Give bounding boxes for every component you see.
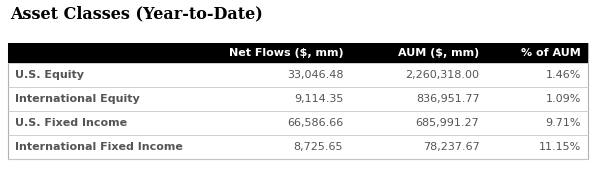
Text: AUM ($, mm): AUM ($, mm) (398, 48, 480, 58)
Text: Asset Classes (Year-to-Date): Asset Classes (Year-to-Date) (10, 5, 263, 22)
Text: 11.15%: 11.15% (539, 142, 581, 152)
Text: 33,046.48: 33,046.48 (287, 70, 343, 80)
Text: 1.09%: 1.09% (545, 94, 581, 104)
Text: International Fixed Income: International Fixed Income (15, 142, 183, 152)
Text: International Equity: International Equity (15, 94, 139, 104)
Text: 1.46%: 1.46% (545, 70, 581, 80)
Text: 2,260,318.00: 2,260,318.00 (405, 70, 480, 80)
Text: U.S. Fixed Income: U.S. Fixed Income (15, 118, 127, 128)
Bar (8, 43, 588, 63)
Bar (8, 43, 588, 159)
Text: 8,725.65: 8,725.65 (294, 142, 343, 152)
Text: 78,237.67: 78,237.67 (423, 142, 480, 152)
Text: Net Flows ($, mm): Net Flows ($, mm) (229, 48, 343, 58)
Text: % of AUM: % of AUM (522, 48, 581, 58)
Text: 836,951.77: 836,951.77 (416, 94, 480, 104)
Text: U.S. Equity: U.S. Equity (15, 70, 84, 80)
Text: 9.71%: 9.71% (545, 118, 581, 128)
Text: 685,991.27: 685,991.27 (416, 118, 480, 128)
Text: 9,114.35: 9,114.35 (294, 94, 343, 104)
Text: 66,586.66: 66,586.66 (287, 118, 343, 128)
